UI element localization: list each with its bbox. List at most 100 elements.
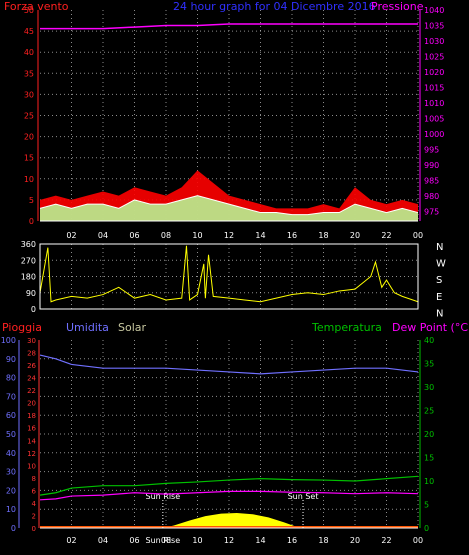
wind-average-line bbox=[39, 195, 419, 216]
x-tick-label: 22 bbox=[381, 536, 391, 545]
wind-y-tick-label: 0 bbox=[29, 217, 34, 226]
sun-marker-label: Sun Set bbox=[288, 492, 319, 501]
humidity-grid bbox=[40, 340, 419, 528]
cardinal-label: N bbox=[436, 308, 443, 319]
humidity-line bbox=[39, 354, 419, 375]
cardinal-label: S bbox=[436, 275, 442, 286]
rain-y-tick-label: 26 bbox=[27, 362, 36, 370]
pressure-y-tick-label: 990 bbox=[424, 161, 439, 170]
direction-y-tick-label: 360 bbox=[21, 240, 36, 249]
cardinal-label: N bbox=[436, 242, 443, 253]
humidity-y-tick-label: 90 bbox=[6, 355, 16, 364]
pressure-y-tick-label: 980 bbox=[424, 192, 439, 201]
wind-y-tick-label: 15 bbox=[24, 154, 34, 163]
temperature-y-tick-label: 40 bbox=[424, 336, 434, 345]
x-tick-label: 20 bbox=[350, 231, 360, 240]
x-tick-label: 18 bbox=[318, 536, 328, 545]
rain-y-tick-label: 0 bbox=[32, 525, 36, 533]
wind-y-tick-label: 5 bbox=[29, 196, 34, 205]
x-tick-label: 18 bbox=[318, 231, 328, 240]
wind-pressure-panel: Forza vento 24 hour graph for 04 Dicembr… bbox=[4, 0, 444, 240]
pressure-y-tick-label: 975 bbox=[424, 208, 439, 217]
humidity-y-tick-label: 10 bbox=[6, 505, 16, 514]
x-tick-label: 14 bbox=[255, 536, 265, 545]
rain-y-tick-label: 24 bbox=[27, 375, 36, 383]
pressure-y-tick-label: 1040 bbox=[424, 6, 444, 15]
rain-axis-title: Pioggia bbox=[2, 321, 42, 334]
wind-y-tick-label: 30 bbox=[24, 90, 34, 99]
temperature-y-tick-label: 5 bbox=[424, 501, 429, 510]
wind-y-tick-label: 50 bbox=[24, 6, 34, 15]
direction-y-tick-label: 270 bbox=[21, 256, 36, 265]
pressure-y-tick-label: 1030 bbox=[424, 37, 444, 46]
solar-axis-title: Solar bbox=[118, 321, 147, 334]
wind-y-tick-label: 20 bbox=[24, 133, 34, 142]
temperature-line bbox=[39, 475, 419, 496]
rain-y-tick-label: 4 bbox=[32, 500, 37, 508]
temperature-y-tick-label: 20 bbox=[424, 430, 434, 439]
pressure-y-tick-label: 985 bbox=[424, 177, 439, 186]
pressure-y-tick-label: 1000 bbox=[424, 130, 444, 139]
x-tick-label: 00 bbox=[413, 231, 423, 240]
cardinal-label: W bbox=[436, 259, 446, 270]
humidity-y-tick-label: 60 bbox=[6, 411, 16, 420]
humidity-y-tick-label: 50 bbox=[6, 430, 16, 439]
rain-y-tick-label: 16 bbox=[27, 425, 36, 433]
temperature-y-tick-label: 30 bbox=[424, 383, 434, 392]
x-tick-label: 12 bbox=[224, 231, 234, 240]
temperature-y-tick-label: 35 bbox=[424, 360, 434, 369]
wind-y-tick-label: 45 bbox=[24, 27, 34, 36]
direction-marks bbox=[39, 245, 419, 303]
x-tick-label: 06 bbox=[129, 231, 139, 240]
humidity-axis-title: Umidita bbox=[66, 321, 109, 334]
humidity-y-tick-label: 80 bbox=[6, 374, 16, 383]
rain-y-tick-label: 20 bbox=[27, 400, 36, 408]
pressure-axis-title: Pressione bbox=[371, 0, 424, 13]
rain-y-tick-label: 2 bbox=[32, 512, 36, 520]
x-tick-label: 04 bbox=[98, 536, 108, 545]
temperature-y-tick-label: 15 bbox=[424, 454, 434, 463]
humidity-marks: Sun Rise Sun Set bbox=[39, 354, 419, 528]
wind-y-tick-label: 40 bbox=[24, 48, 34, 57]
dew-point-line bbox=[39, 490, 419, 501]
wind-marks bbox=[39, 23, 419, 221]
x-tick-label: 06 bbox=[129, 536, 139, 545]
pressure-y-tick-label: 995 bbox=[424, 146, 439, 155]
humidity-y-tick-label: 20 bbox=[6, 486, 16, 495]
x-tick-overlap-label: Sun Rise bbox=[146, 536, 181, 545]
x-tick-label: 08 bbox=[161, 231, 171, 240]
humidity-y-tick-label: 100 bbox=[1, 336, 16, 345]
rain-y-tick-label: 28 bbox=[27, 350, 36, 358]
x-tick-label: 00 bbox=[413, 536, 423, 545]
wind-y-tick-label: 25 bbox=[24, 112, 34, 121]
x-tick-label: 10 bbox=[192, 231, 202, 240]
pressure-y-tick-label: 1015 bbox=[424, 84, 444, 93]
pressure-y-tick-label: 1035 bbox=[424, 22, 444, 31]
wind-average-area bbox=[40, 195, 418, 221]
direction-frame bbox=[39, 243, 419, 310]
sun-marker-label: Sun Rise bbox=[146, 492, 181, 501]
rain-y-tick-label: 12 bbox=[27, 450, 36, 458]
x-tick-label: 04 bbox=[98, 231, 108, 240]
rain-y-tick-label: 8 bbox=[32, 475, 36, 483]
x-tick-label: 02 bbox=[66, 536, 76, 545]
solar-area bbox=[162, 512, 300, 528]
humidity-ticks: 0102030405060708090100024681012141618202… bbox=[1, 336, 434, 545]
temperature-axis-title: Temperatura bbox=[311, 321, 382, 334]
x-tick-label: 02 bbox=[66, 231, 76, 240]
cardinal-label: E bbox=[436, 292, 442, 303]
humidity-y-tick-label: 40 bbox=[6, 449, 16, 458]
x-tick-label: 08 bbox=[161, 536, 171, 545]
rain-y-tick-label: 22 bbox=[27, 387, 36, 395]
x-tick-label: 14 bbox=[255, 231, 265, 240]
temperature-y-tick-label: 25 bbox=[424, 407, 434, 416]
rain-y-tick-label: 18 bbox=[27, 412, 36, 420]
wind-direction-line bbox=[39, 245, 419, 303]
wind-y-tick-label: 35 bbox=[24, 69, 34, 78]
wind-ticks: 0510152025303540455097598098599099510001… bbox=[24, 6, 445, 240]
direction-y-tick-label: 0 bbox=[31, 305, 36, 314]
